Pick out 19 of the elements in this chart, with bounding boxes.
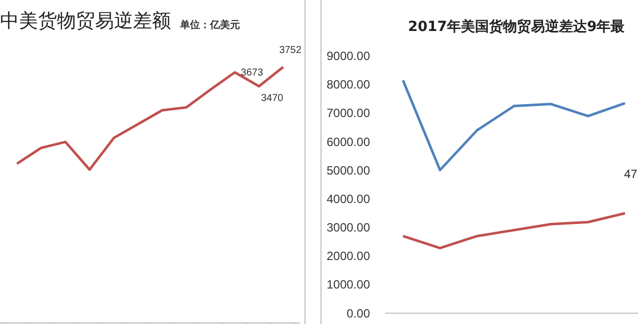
data-label: 3470 — [261, 93, 284, 104]
y-tick-label: 4000.00 — [326, 192, 370, 206]
y-tick-label: 5000.00 — [326, 163, 370, 178]
y-tick-label: 0.00 — [346, 306, 370, 320]
y-tick-label: 9000.00 — [326, 49, 370, 63]
y-tick-label: 8000.00 — [326, 78, 370, 92]
chart-title: 2017年美国货物贸易逆差达9年最 — [408, 18, 625, 35]
chart-subtitle: 单位：亿美元 — [179, 19, 240, 31]
data-label: 3673 — [240, 67, 264, 78]
y-tick-label: 2000.00 — [326, 249, 370, 264]
y-tick-label: 6000.00 — [326, 134, 370, 149]
y-tick-label: 1000.00 — [326, 278, 370, 292]
y-tick-label: 3000.00 — [326, 220, 370, 235]
y-tick-label: 7000.00 — [326, 106, 370, 120]
line-series — [402, 212, 626, 250]
chart-title: 中美货物贸易逆差额 — [0, 10, 171, 32]
line-series — [402, 79, 626, 172]
data-label: 3752 — [279, 45, 302, 56]
annotation: 47 — [624, 167, 638, 181]
